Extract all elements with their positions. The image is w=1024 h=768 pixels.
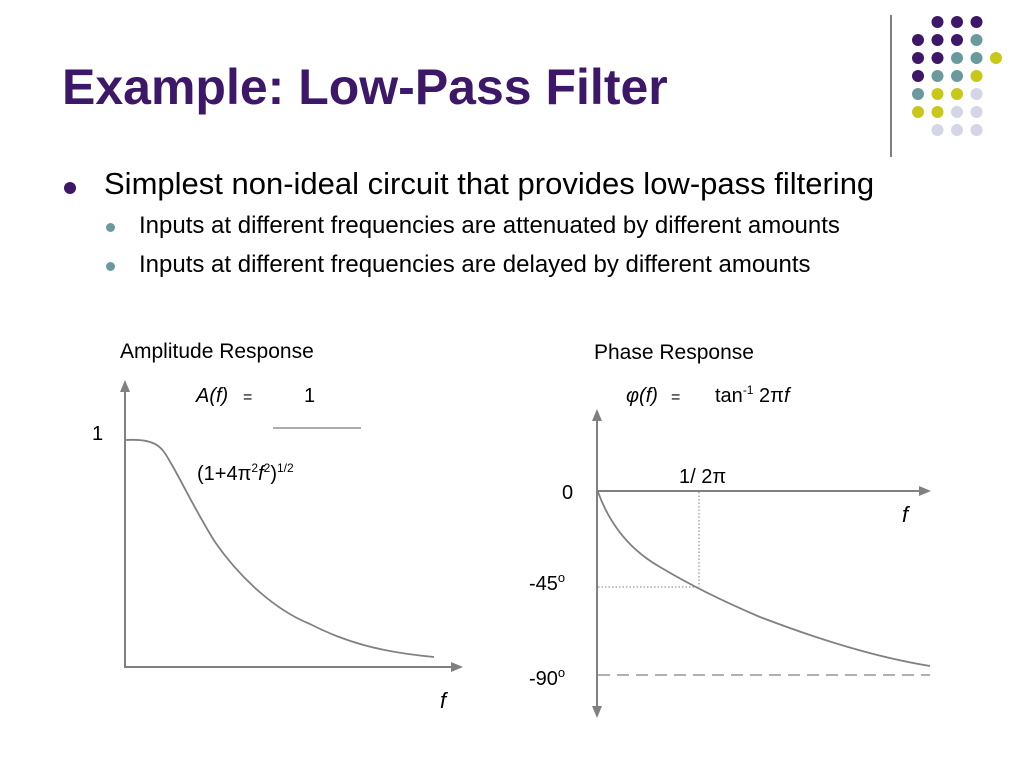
decor-dot <box>931 34 944 46</box>
phase-graph-label: Phase Response <box>594 341 754 364</box>
decor-dot <box>951 124 963 136</box>
sub-bullet-dot-icon <box>106 223 115 232</box>
bullet-main: Simplest non-ideal circuit that provides… <box>64 166 875 202</box>
amplitude-formula-lhs: A(f) <box>195 385 228 407</box>
decor-dot <box>931 52 944 64</box>
phase-y-axis-arrow-bottom-icon <box>592 706 602 718</box>
bullet-dot-icon <box>64 182 76 194</box>
decor-dot <box>970 88 983 100</box>
decor-dot <box>990 52 1002 64</box>
decor-dot <box>951 106 963 118</box>
decor-dot <box>951 88 963 100</box>
amplitude-y-axis-arrow-icon <box>120 380 130 392</box>
amplitude-response-graph: Amplitude Response A(f) = 1 (1+4π2f2)1/2… <box>92 340 463 713</box>
phase-x-label: f <box>902 502 911 527</box>
decor-dot <box>912 34 924 46</box>
decor-dot <box>912 52 924 64</box>
decor-dot <box>970 106 983 118</box>
phase-formula-equals: = <box>671 389 680 406</box>
decor-dot <box>912 88 924 100</box>
amplitude-x-label: f <box>440 688 449 713</box>
decor-dot <box>912 106 924 118</box>
decor-dot <box>970 34 983 46</box>
decor-dot <box>951 34 963 46</box>
phase-x-marker-label: 1/ 2π <box>679 466 726 488</box>
phase-response-graph: Phase Response φ(f) = tan-1 2πf 1/ 2π 0 … <box>529 341 931 718</box>
slide-title: Example: Low-Pass Filter <box>62 59 668 115</box>
amplitude-curve <box>125 438 435 658</box>
phase-formula-lhs: φ(f) <box>626 385 658 407</box>
title-divider <box>890 15 892 157</box>
decor-dot <box>970 16 983 28</box>
phase-y-tick-45: -45o <box>529 570 565 595</box>
phase-curve <box>597 491 931 667</box>
decor-dot <box>951 52 963 64</box>
decor-dot <box>931 124 944 136</box>
bullet-main-text: Simplest non-ideal circuit that provides… <box>104 166 875 201</box>
decor-dot <box>951 16 963 28</box>
decor-dot <box>970 124 983 136</box>
amplitude-formula-denominator: (1+4π2f2)1/2 <box>197 461 294 485</box>
decor-dot <box>912 70 924 82</box>
sub-bullet-dot-icon <box>106 262 115 271</box>
phase-y-axis-arrow-top-icon <box>592 409 602 421</box>
sub-bullet-delay: Inputs at different frequencies are dela… <box>106 251 811 279</box>
decor-dot <box>931 70 944 82</box>
phase-x-axis-arrow-icon <box>919 486 931 496</box>
decor-dot <box>970 70 983 82</box>
amplitude-formula-numerator: 1 <box>304 385 315 407</box>
sub-bullet-attenuation: Inputs at different frequencies are atte… <box>106 212 840 240</box>
phase-formula-rhs: tan-1 2πf <box>715 383 792 407</box>
amplitude-graph-label: Amplitude Response <box>120 340 314 363</box>
decor-dot <box>931 106 944 118</box>
sub-bullet-delay-text: Inputs at different frequencies are dela… <box>139 251 811 278</box>
amplitude-x-axis-arrow-icon <box>451 662 463 672</box>
decor-dot <box>970 52 983 64</box>
phase-y-tick-0: 0 <box>562 482 573 504</box>
decor-dot <box>931 16 944 28</box>
amplitude-y-tick-1: 1 <box>92 423 103 445</box>
decorative-dot-grid <box>912 16 1002 136</box>
amplitude-formula-equals: = <box>243 389 252 406</box>
phase-y-tick-90: -90o <box>529 665 565 690</box>
decor-dot <box>951 70 963 82</box>
decor-dot <box>931 88 944 100</box>
sub-bullet-attenuation-text: Inputs at different frequencies are atte… <box>139 212 840 239</box>
